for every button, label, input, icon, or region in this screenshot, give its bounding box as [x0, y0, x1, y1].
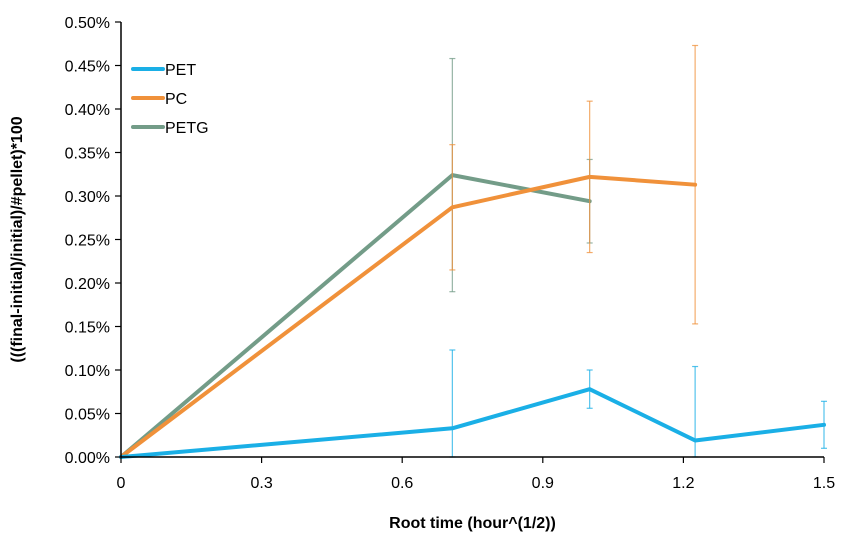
y-tick-label: 0.15% — [65, 320, 110, 337]
x-axis-title: Root time (hour^(1/2)) — [389, 515, 556, 532]
y-tick-label: 0.25% — [65, 233, 110, 250]
legend-label: PETG — [165, 120, 209, 137]
x-tick-label: 0.9 — [532, 475, 554, 492]
x-tick-label: 0.6 — [391, 475, 413, 492]
legend-label: PC — [165, 91, 187, 108]
legend-item: PC — [131, 91, 187, 108]
y-tick-label: 0.50% — [65, 15, 110, 32]
y-tick-label: 0.40% — [65, 102, 110, 119]
series-line — [119, 173, 592, 459]
y-tick-label: 0.20% — [65, 276, 110, 293]
x-tick-label: 1.5 — [813, 475, 835, 492]
x-tick-label: 1.2 — [672, 475, 694, 492]
legend-item: PET — [131, 62, 196, 79]
legend: PET PC PETG — [131, 62, 209, 137]
y-tick-label: 0.30% — [65, 189, 110, 206]
series-line — [119, 174, 698, 459]
series-line — [119, 387, 826, 459]
legend-item: PETG — [131, 120, 209, 137]
x-ticks: 0 0.3 0.6 0.9 1.2 1.5 — [117, 457, 835, 492]
y-axis-title: (((final-initial)/initial)/#pellet)*100 — [9, 116, 26, 362]
y-tick-label: 0.00% — [65, 450, 110, 467]
x-tick-label: 0.3 — [250, 475, 272, 492]
y-tick-label: 0.35% — [65, 146, 110, 163]
series-pet — [119, 349, 827, 459]
y-tick-label: 0.10% — [65, 363, 110, 380]
y-ticks: 0.00% 0.05% 0.10% 0.15% 0.20% 0.25% 0.30% 0.35%… — [65, 15, 121, 467]
x-tick-label: 0 — [117, 475, 126, 492]
series-petg — [119, 57, 593, 459]
legend-label: PET — [165, 62, 196, 79]
y-tick-label: 0.45% — [65, 59, 110, 76]
series-layer — [119, 44, 827, 459]
series-pc — [119, 44, 699, 459]
y-tick-label: 0.05% — [65, 407, 110, 424]
